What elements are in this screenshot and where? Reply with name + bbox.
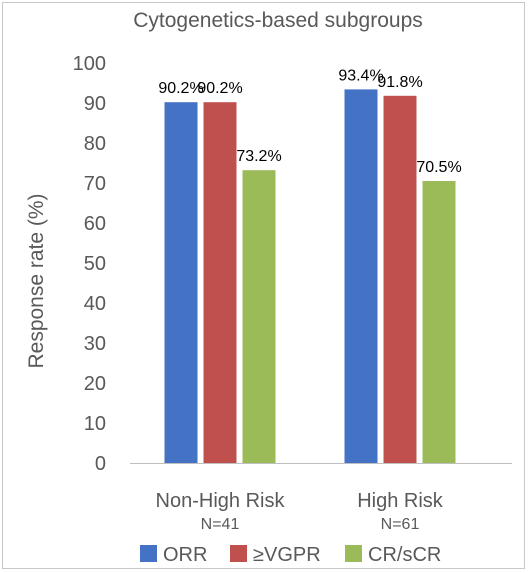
data-label: 70.5% (416, 159, 461, 176)
bars (164, 89, 456, 464)
data-label: 93.4% (338, 67, 383, 84)
y-tick-label: 0 (95, 453, 106, 475)
x-category-label: Non-High Risk (156, 490, 286, 512)
bar-crscr-1 (422, 181, 456, 463)
bar-orr-1 (344, 89, 378, 464)
legend-label: ≥VGPR (253, 544, 321, 566)
x-category-sublabel: N=41 (201, 516, 240, 533)
bar-crscr-0 (242, 170, 276, 463)
y-tick-label: 40 (84, 293, 106, 315)
legend-swatch (345, 545, 362, 562)
data-label: 91.8% (377, 74, 422, 91)
bar-vgpr-1 (383, 95, 417, 464)
legend-swatch (230, 545, 247, 562)
y-tick-label: 50 (84, 253, 106, 275)
x-axis-labels: Non-High Risk N=41 High Risk N=61 (156, 490, 444, 533)
y-axis-label: Response rate (%) (25, 193, 48, 368)
data-label: 90.2% (158, 80, 203, 97)
y-tick-label: 30 (84, 333, 106, 355)
x-category-label: High Risk (357, 490, 444, 512)
y-tick-label: 70 (84, 173, 106, 195)
y-tick-label: 90 (84, 93, 106, 115)
x-category-sublabel: N=61 (381, 516, 420, 533)
y-tick-label: 60 (84, 213, 106, 235)
legend-label: CR/sCR (368, 544, 441, 566)
chart-title: Cytogenetics-based subgroups (133, 9, 423, 32)
y-axis-ticks: 0 10 20 30 40 50 60 70 80 90 100 (73, 53, 106, 475)
legend-label: ORR (163, 544, 207, 566)
bar-vgpr-0 (203, 102, 237, 463)
data-labels: 90.2% 93.4% 90.2% 91.8% 73.2% 70.5% (158, 67, 461, 176)
legend: ORR ≥VGPR CR/sCR (140, 544, 441, 566)
data-label: 73.2% (236, 148, 281, 165)
y-tick-label: 10 (84, 413, 106, 435)
chart-frame (2, 2, 525, 569)
data-label: 90.2% (197, 80, 242, 97)
y-tick-label: 20 (84, 373, 106, 395)
y-tick-label: 80 (84, 133, 106, 155)
y-tick-label: 100 (73, 53, 106, 75)
bar-orr-0 (164, 102, 198, 463)
legend-swatch (140, 545, 157, 562)
